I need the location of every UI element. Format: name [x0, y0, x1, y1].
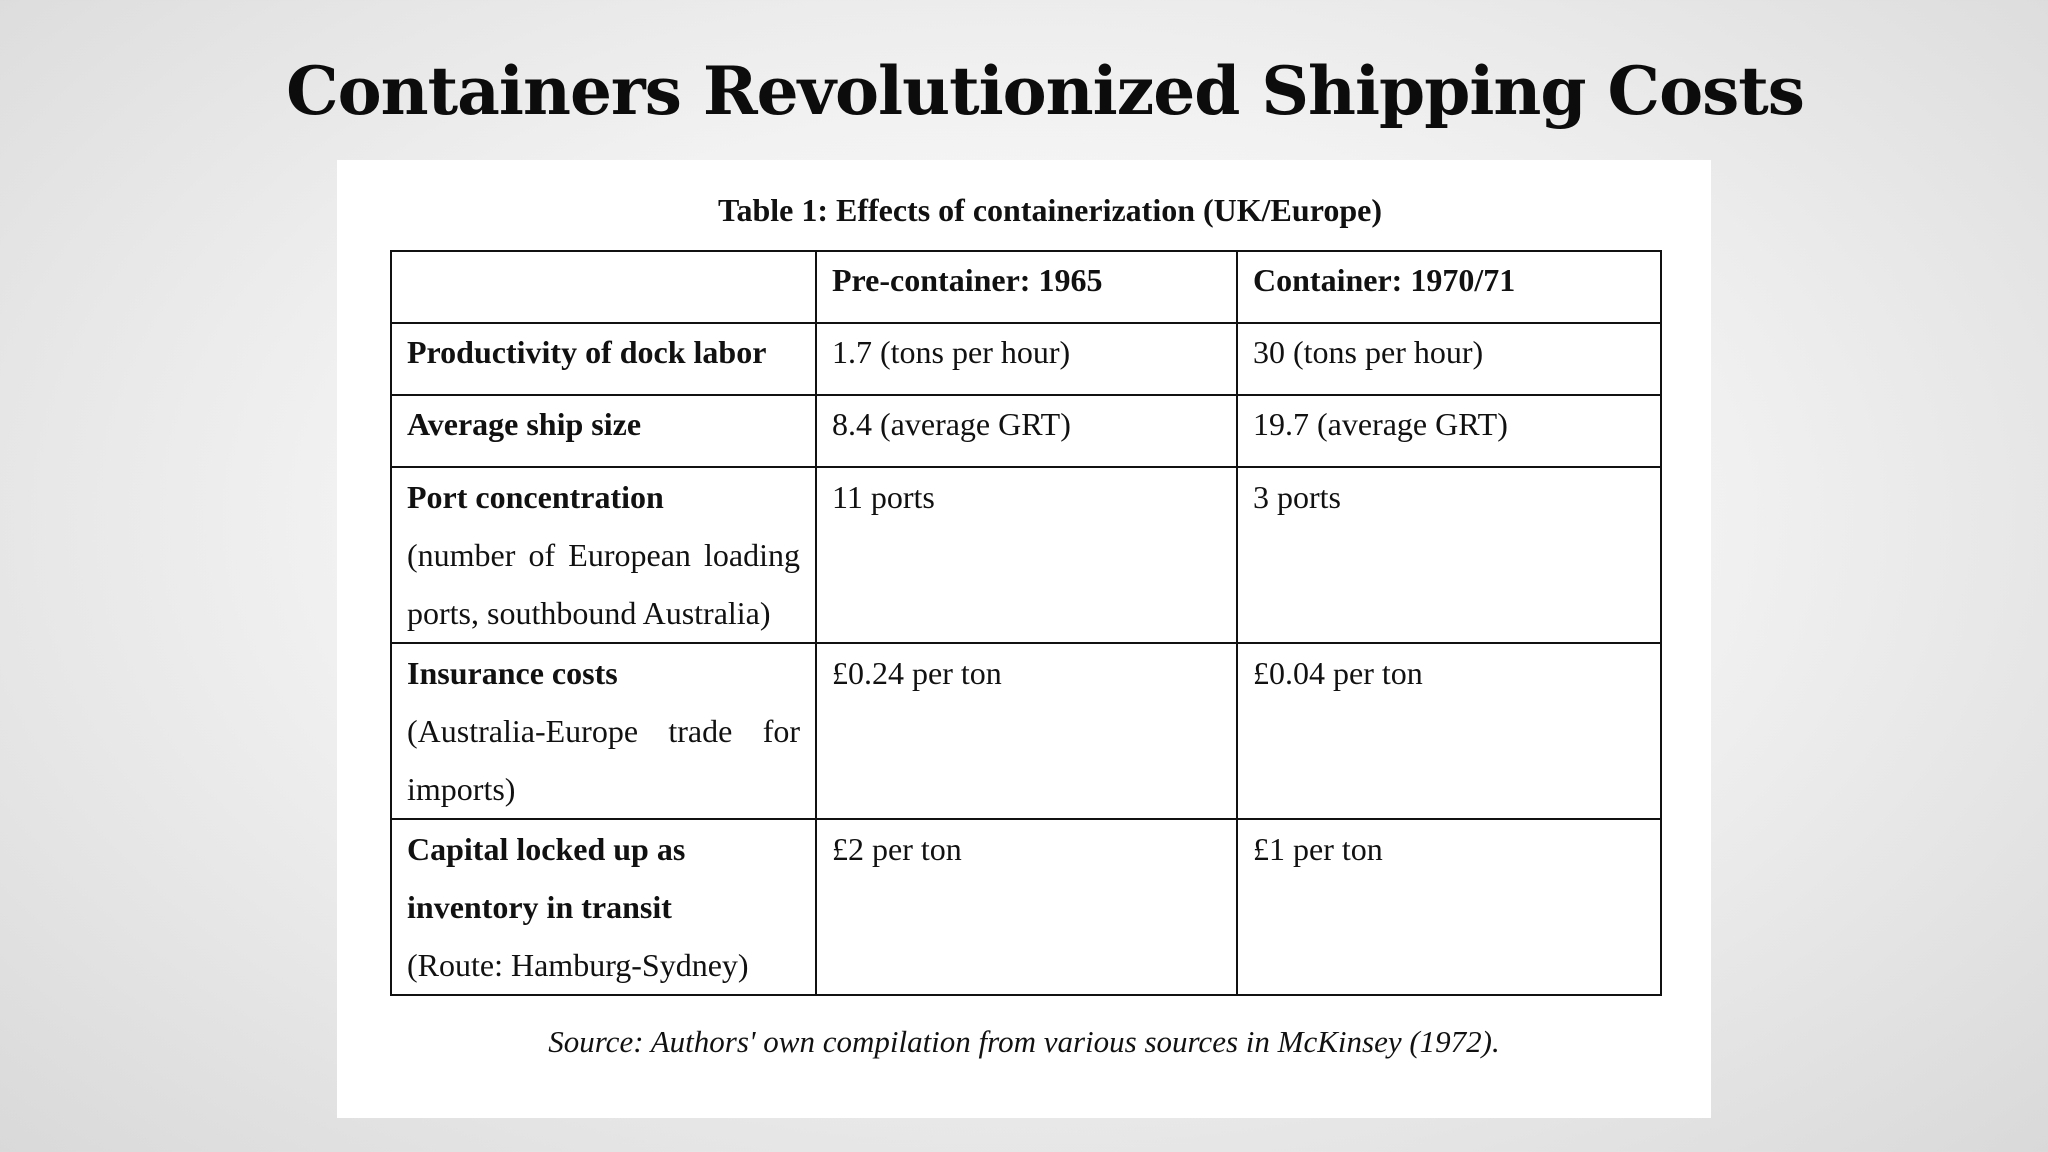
table-row: Average ship size 8.4 (average GRT) 19.7…: [390, 394, 1662, 468]
cell-value: 11 ports: [832, 479, 935, 515]
table-row: Port concentration (number of European l…: [390, 466, 1662, 644]
pre-container-value: £0.24 per ton: [815, 642, 1238, 820]
header-cell-pre-container: Pre-container: 1965: [815, 250, 1238, 324]
row-label-cell: Capital locked up as inventory in transi…: [390, 818, 817, 996]
cell-value: 30 (tons per hour): [1253, 334, 1484, 370]
container-value: £0.04 per ton: [1236, 642, 1662, 820]
table-source-note: Source: Authors' own compilation from va…: [548, 1024, 1500, 1059]
pre-container-value: 1.7 (tons per hour): [815, 322, 1238, 396]
table-row: Insurance costs (Australia-Europe trade …: [390, 642, 1662, 820]
cell-value: £2 per ton: [832, 831, 962, 867]
row-note: (Route: Hamburg-Sydney): [407, 947, 749, 983]
containerization-table: Pre-container: 1965 Container: 1970/71 P…: [390, 250, 1662, 996]
container-value: £1 per ton: [1236, 818, 1662, 996]
pre-container-value: £2 per ton: [815, 818, 1238, 996]
cell-value: 19.7 (average GRT): [1253, 406, 1508, 442]
cell-value: £1 per ton: [1253, 831, 1383, 867]
cell-value: 8.4 (average GRT): [832, 406, 1071, 442]
cell-value: £0.24 per ton: [832, 655, 1002, 691]
pre-container-value: 8.4 (average GRT): [815, 394, 1238, 468]
row-label-cell: Productivity of dock labor: [390, 322, 817, 396]
row-label: Productivity of dock labor: [407, 334, 767, 370]
container-value: 3 ports: [1236, 466, 1662, 644]
table-caption: Table 1: Effects of containerization (UK…: [718, 192, 1382, 228]
header-cell-empty: [390, 250, 817, 324]
row-note: (Australia-Europe trade for imports): [407, 713, 800, 807]
row-label: Average ship size: [407, 406, 642, 442]
row-label: Port concentration: [407, 479, 664, 515]
table-header-row: Pre-container: 1965 Container: 1970/71: [390, 250, 1662, 324]
cell-value: 1.7 (tons per hour): [832, 334, 1071, 370]
table-row: Capital locked up as inventory in transi…: [390, 818, 1662, 996]
row-label-cell: Average ship size: [390, 394, 817, 468]
header-cell-container: Container: 1970/71: [1236, 250, 1662, 324]
row-label: Insurance costs: [407, 655, 618, 691]
container-value: 30 (tons per hour): [1236, 322, 1662, 396]
table-image-panel: Table 1: Effects of containerization (UK…: [337, 160, 1711, 1118]
container-value: 19.7 (average GRT): [1236, 394, 1662, 468]
slide-title: Containers Revolutionized Shipping Costs: [286, 52, 1805, 130]
row-label-cell: Port concentration (number of European l…: [390, 466, 817, 644]
cell-value: 3 ports: [1253, 479, 1341, 515]
row-label: Capital locked up as inventory in transi…: [407, 831, 686, 925]
table-row: Productivity of dock labor 1.7 (tons per…: [390, 322, 1662, 396]
cell-value: £0.04 per ton: [1253, 655, 1423, 691]
row-label-cell: Insurance costs (Australia-Europe trade …: [390, 642, 817, 820]
row-note: (number of European loading ports, south…: [407, 537, 800, 631]
pre-container-value: 11 ports: [815, 466, 1238, 644]
